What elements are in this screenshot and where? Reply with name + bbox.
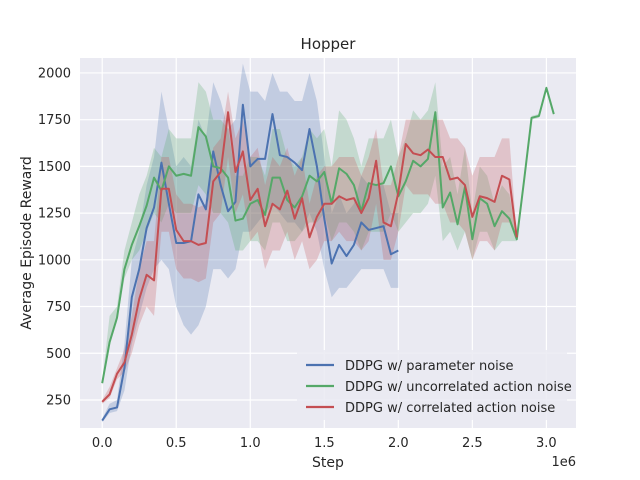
x-tick-label: 2.5 [462, 436, 483, 451]
x-tick-label: 0.0 [92, 436, 113, 451]
legend-label-correlated-noise: DDPG w/ correlated action noise [345, 401, 555, 416]
legend-label-parameter-noise: DDPG w/ parameter noise [345, 359, 514, 374]
grid-lines [80, 58, 576, 428]
y-axis-label: Average Episode Reward [19, 156, 35, 330]
x-offset-label: 1e6 [551, 455, 576, 470]
line-ddpg-w-parameter-noise [101, 103, 399, 422]
line-ddpg-w-uncorrelated-action-noise [101, 86, 555, 384]
line-ddpg-w-correlated-action-noise [101, 111, 518, 403]
legend: DDPG w/ parameter noise DDPG w/ uncorrel… [297, 350, 572, 420]
y-tick-label: 750 [46, 300, 71, 315]
y-tick-label: 500 [46, 347, 71, 362]
y-tick-label: 1750 [38, 113, 71, 128]
band-ddpg-w-parameter-noise [102, 63, 399, 423]
series-lines [101, 86, 555, 422]
y-tick-label: 250 [46, 393, 71, 408]
y-tick-label: 1000 [38, 253, 71, 268]
x-tick-label: 1.0 [240, 436, 261, 451]
x-tick-label: 1.5 [314, 436, 335, 451]
x-tick-label: 0.5 [166, 436, 187, 451]
y-tick-labels: 250 500 750 1000 1250 1500 1750 2000 [38, 66, 71, 408]
x-axis-label: Step [312, 455, 344, 471]
y-tick-label: 2000 [38, 66, 71, 81]
x-tick-labels: 0.0 0.5 1.0 1.5 2.0 2.5 3.0 [92, 436, 557, 451]
x-tick-label: 2.0 [388, 436, 409, 451]
y-tick-label: 1500 [38, 160, 71, 175]
band-ddpg-w-correlated-action-noise [102, 91, 517, 404]
legend-box [297, 350, 567, 420]
x-tick-label: 3.0 [536, 436, 557, 451]
legend-label-uncorrelated-noise: DDPG w/ uncorrelated action noise [345, 380, 572, 395]
y-tick-label: 1250 [38, 207, 71, 222]
chart-title: Hopper [301, 35, 357, 53]
